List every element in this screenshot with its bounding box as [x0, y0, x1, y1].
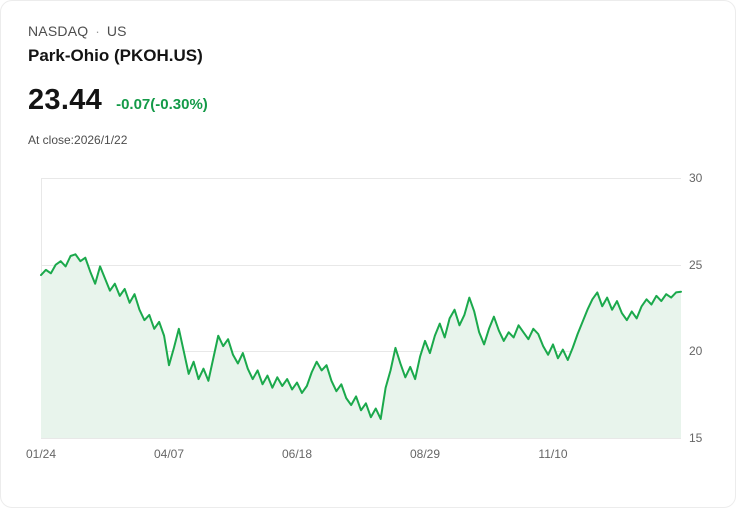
- y-axis-label: 15: [689, 431, 703, 445]
- y-axis-label: 30: [689, 171, 703, 185]
- quote-header: NASDAQ · US Park-Ohio (PKOH.US) 23.44 -0…: [28, 23, 208, 147]
- x-axis-label: 08/29: [409, 447, 441, 461]
- at-close-note: At close:2026/1/22: [28, 133, 128, 147]
- exchange-row: NASDAQ · US: [28, 23, 208, 39]
- x-axis-label: 06/18: [281, 447, 313, 461]
- separator-dot: ·: [95, 23, 100, 39]
- market-region: US: [106, 23, 127, 39]
- x-axis-label: 11/10: [538, 447, 568, 461]
- price-chart-svg: [40, 178, 682, 439]
- price-change: -0.07(-0.30%): [116, 96, 208, 113]
- x-axis-label: 04/07: [153, 447, 185, 461]
- x-axis-label: 01/24: [25, 447, 57, 461]
- y-axis: 30 25 20 15: [689, 171, 729, 445]
- exchange-name: NASDAQ: [28, 23, 89, 39]
- y-axis-label: 25: [689, 257, 703, 272]
- y-axis-label: 20: [689, 344, 703, 359]
- x-axis: 01/24 04/07 06/18 08/29 11/10: [26, 447, 681, 463]
- area-fill: [41, 254, 681, 438]
- stock-name: Park-Ohio (PKOH.US): [28, 46, 203, 65]
- price-line: [40, 253, 682, 420]
- last-price: 23.44: [28, 84, 103, 116]
- price-chart: [40, 178, 682, 439]
- price-row: 23.44 -0.07(-0.30%): [28, 84, 208, 117]
